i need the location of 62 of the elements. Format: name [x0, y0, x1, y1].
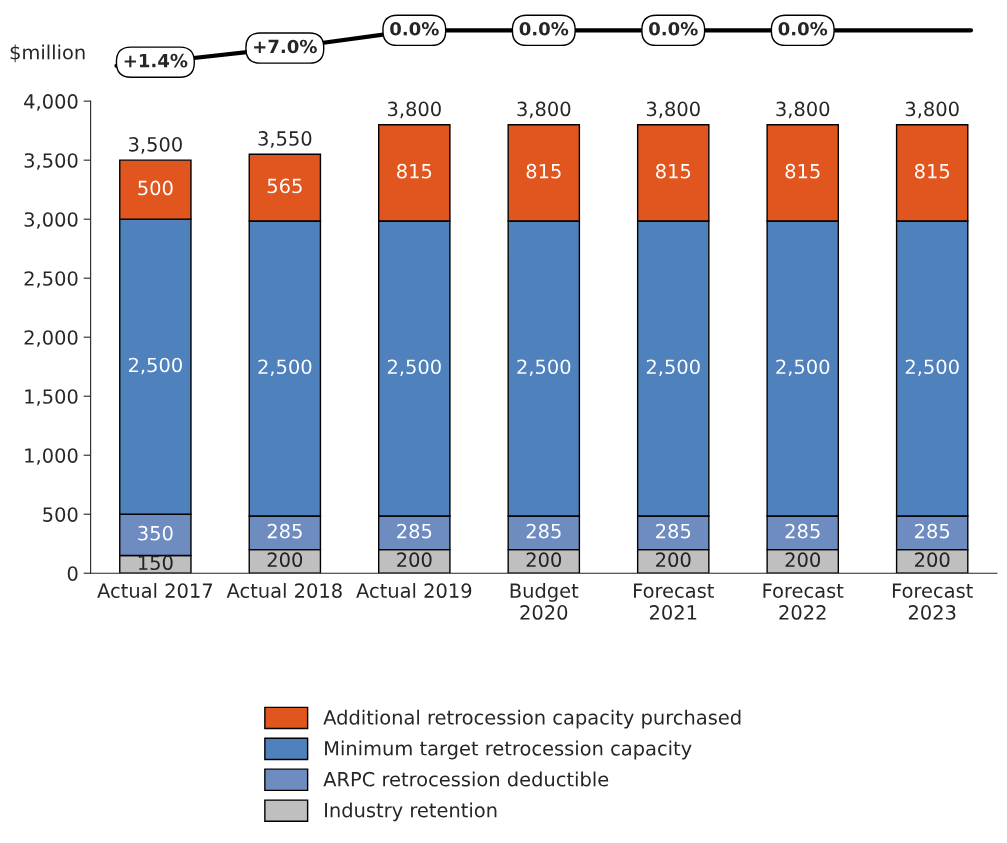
y-tick-label: 3,000 [24, 212, 78, 229]
x-tick-label: Forecast 2022 [763, 583, 844, 620]
data-label: 200 [526, 552, 562, 568]
legend-label: ARPC retrocession deductible [323, 771, 609, 787]
x-tick-label: Actual 2019 [356, 582, 472, 599]
data-label: 285 [656, 523, 691, 539]
text: +7.0% [254, 39, 317, 54]
legend-label: Additional retrocession capacity purchased [323, 709, 741, 729]
total-label: 3,800 [905, 101, 959, 119]
total-label: 3,800 [646, 101, 700, 119]
x-tick-label: Budget 2020 [510, 582, 579, 620]
text: 0.0% [778, 21, 828, 36]
text: 0.0% [649, 21, 698, 36]
data-label: 2,500 [776, 359, 830, 377]
y-tick-label: 0 [67, 566, 78, 581]
legend-label: Minimum target retrocession capacity [325, 740, 692, 760]
x-tick-label: Forecast 2021 [634, 583, 714, 620]
text: 0.0% [390, 21, 439, 36]
data-label: 815 [785, 163, 820, 179]
total-label: 3,550 [258, 131, 312, 148]
total-label: 3,800 [776, 101, 830, 119]
total-label: 3,800 [517, 101, 571, 119]
x-tick-label: Actual 2018 [226, 582, 342, 599]
data-label: 150 [138, 555, 173, 571]
data-label: 200 [785, 552, 820, 568]
data-label: 815 [526, 163, 561, 179]
data-label: 2,500 [128, 357, 182, 375]
data-label: 2,500 [517, 359, 571, 377]
y-axis-title: $million [10, 44, 85, 63]
y-tick-label: 500 [43, 507, 78, 522]
data-label: 500 [138, 180, 173, 196]
data-label: 200 [656, 552, 691, 568]
data-label: 2,500 [905, 359, 959, 377]
data-label: 2,500 [258, 359, 312, 377]
data-label: 200 [267, 552, 303, 568]
data-label: 285 [785, 523, 820, 539]
x-tick-label: Actual 2017 [97, 582, 212, 599]
total-label: 3,500 [129, 136, 182, 154]
data-label: 285 [267, 523, 302, 539]
total-label: 3,800 [387, 101, 441, 119]
text: +1.4% [124, 53, 188, 68]
y-tick-label: 3,500 [24, 153, 78, 170]
text: 0.0% [519, 21, 569, 36]
data-label: 815 [397, 163, 432, 179]
data-label: 2,500 [646, 359, 700, 377]
y-tick-label: 1,500 [25, 389, 78, 406]
data-label: 2,500 [387, 359, 441, 377]
y-tick-label: 1,000 [25, 448, 78, 465]
data-label: 200 [397, 552, 432, 568]
data-label: 285 [526, 523, 561, 539]
data-label: 350 [138, 525, 173, 541]
data-label: 815 [914, 163, 950, 179]
data-label: 200 [915, 552, 950, 568]
y-tick-label: 2,000 [24, 330, 78, 347]
data-label: 285 [915, 523, 950, 539]
data-label: 565 [267, 178, 302, 194]
data-label: 285 [397, 523, 432, 539]
y-tick-label: 2,500 [24, 271, 78, 288]
x-tick-label: Forecast 2023 [892, 583, 973, 620]
legend-label: Industry retention [325, 802, 497, 822]
data-label: 815 [656, 163, 691, 179]
y-tick-label: 4,000 [24, 94, 78, 111]
